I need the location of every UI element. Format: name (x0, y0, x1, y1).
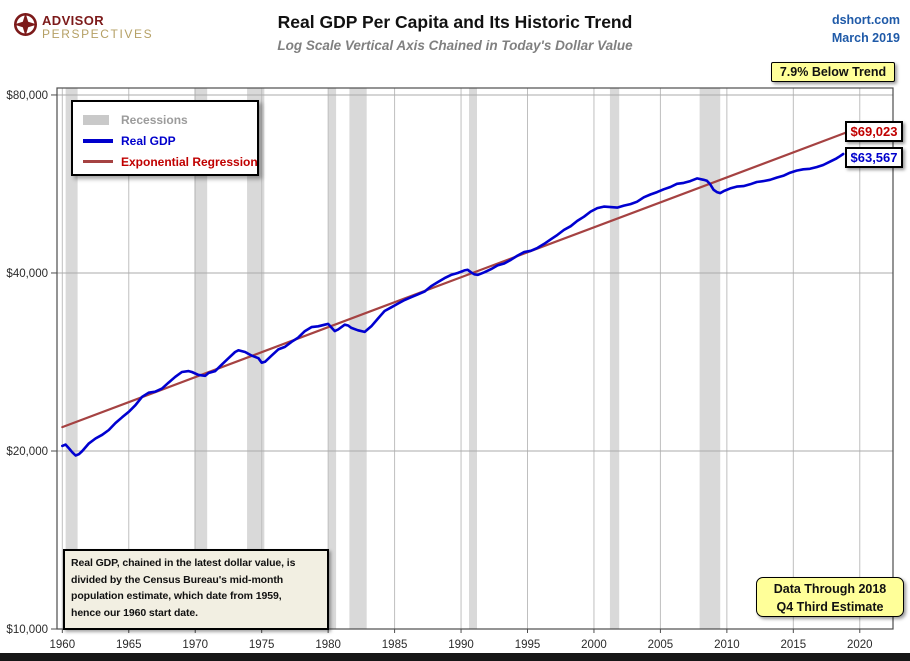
real-gdp-line (60, 152, 845, 457)
x-tick-label: 2005 (648, 639, 674, 651)
legend-label: Real GDP (121, 133, 176, 148)
legend-item: Real GDP (83, 130, 257, 151)
y-tick-label: $20,000 (6, 446, 48, 458)
note-line: Real GDP, chained in the latest dollar v… (71, 557, 296, 569)
legend-item: Recessions (83, 109, 257, 130)
data-through-callout: Data Through 2018 Q4 Third Estimate (756, 577, 904, 617)
bottom-edge-bar (0, 653, 910, 661)
logo-line2: PERSPECTIVES (42, 27, 154, 41)
x-tick-label: 1995 (515, 639, 541, 651)
y-tick-label: $40,000 (6, 268, 48, 280)
title-block: Real GDP Per Capita and Its Historic Tre… (120, 12, 790, 53)
page-subtitle: Log Scale Vertical Axis Chained in Today… (277, 38, 633, 53)
regression-line (61, 131, 847, 429)
data-through-line2: Q4 Third Estimate (776, 600, 884, 614)
methodology-note-box: Real GDP, chained in the latest dollar v… (63, 549, 329, 630)
legend-item: Exponential Regression (83, 151, 258, 172)
recession-bar (469, 88, 477, 629)
recession-swatch-icon (83, 114, 113, 125)
chart-legend: Recessions Real GDP Exponential Regression (71, 100, 259, 176)
source-block: dshort.com March 2019 (832, 11, 900, 47)
recession-bar (349, 88, 367, 629)
legend-label: Recessions (121, 112, 188, 127)
data-through-line1: Data Through 2018 (773, 582, 887, 596)
logo-line1: ADVISOR (42, 13, 105, 28)
line-swatch-icon (83, 138, 113, 143)
plot-border (56, 87, 894, 630)
x-tick-label: 1960 (50, 639, 76, 651)
x-tick-label: 1985 (382, 639, 408, 651)
y-tick-label: $10,000 (6, 624, 48, 636)
source-site: dshort.com (831, 13, 900, 27)
note-line: population estimate, which date from 195… (71, 590, 282, 602)
axes: 1960 1965 1970 1975 1980 1985 1990 1995 2000 2005… (6, 90, 872, 651)
x-tick-label: 1970 (182, 639, 208, 651)
trend-value-callout: $69,023 (845, 121, 903, 142)
recession-bar (609, 88, 620, 629)
gdp-value-callout: $63,567 (845, 147, 903, 168)
x-tick-label: 1990 (448, 639, 474, 651)
x-tick-label: 1980 (315, 639, 341, 651)
x-tick-label: 2015 (781, 639, 807, 651)
recession-bar (699, 88, 721, 629)
line-swatch-icon (83, 160, 113, 163)
x-tick-label: 2010 (714, 639, 740, 651)
x-tick-label: 2000 (581, 639, 607, 651)
x-tick-label: 2020 (847, 639, 873, 651)
compass-icon (12, 11, 39, 43)
below-trend-callout: 7.9% Below Trend (771, 62, 895, 82)
recession-bar (328, 88, 337, 629)
y-tick-label: $80,000 (6, 90, 48, 102)
recession-bar (65, 88, 78, 629)
source-date: March 2019 (831, 31, 900, 46)
x-tick-label: 1975 (249, 639, 275, 651)
logo-text: ADVISOR PERSPECTIVES (42, 14, 153, 40)
note-line: hence our 1960 start date. (71, 606, 198, 619)
x-tick-label: 1965 (116, 639, 142, 651)
page-title: Real GDP Per Capita and Its Historic Tre… (277, 12, 633, 32)
note-line: divided by the Census Bureau's mid-month (71, 573, 284, 586)
advisor-perspectives-logo: ADVISOR PERSPECTIVES (12, 11, 153, 43)
legend-label: Exponential Regression (121, 154, 258, 169)
recession-bar (194, 88, 208, 629)
